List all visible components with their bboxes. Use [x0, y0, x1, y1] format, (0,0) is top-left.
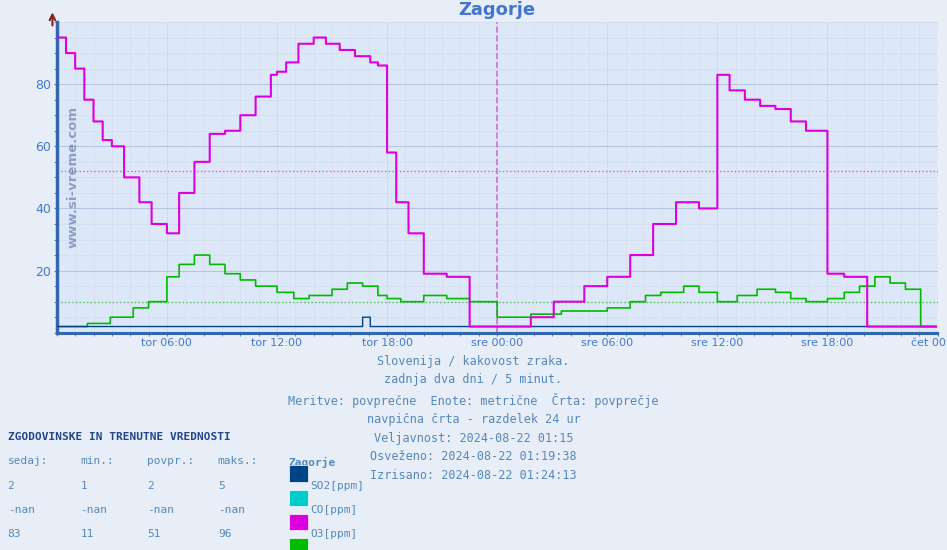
Text: 5: 5 [218, 481, 224, 491]
Text: 2: 2 [147, 481, 153, 491]
Text: 2: 2 [8, 481, 14, 491]
Text: O3[ppm]: O3[ppm] [311, 529, 358, 539]
Text: min.:: min.: [80, 456, 115, 466]
Text: CO[ppm]: CO[ppm] [311, 505, 358, 515]
Text: 83: 83 [8, 529, 21, 539]
Text: -nan: -nan [218, 505, 245, 515]
Text: -nan: -nan [8, 505, 35, 515]
Text: maks.:: maks.: [218, 456, 259, 466]
Text: 1: 1 [80, 481, 87, 491]
Text: ZGODOVINSKE IN TRENUTNE VREDNOSTI: ZGODOVINSKE IN TRENUTNE VREDNOSTI [8, 432, 230, 442]
Text: 11: 11 [80, 529, 94, 539]
Title: Zagorje: Zagorje [458, 1, 536, 19]
Text: Zagorje: Zagorje [289, 456, 336, 468]
Text: -nan: -nan [80, 505, 108, 515]
Text: Slovenija / kakovost zraka.
zadnja dva dni / 5 minut.
Meritve: povprečne  Enote:: Slovenija / kakovost zraka. zadnja dva d… [288, 355, 659, 482]
Text: povpr.:: povpr.: [147, 456, 194, 466]
Text: SO2[ppm]: SO2[ppm] [311, 481, 365, 491]
Text: 51: 51 [147, 529, 160, 539]
Text: sedaj:: sedaj: [8, 456, 48, 466]
Text: 96: 96 [218, 529, 231, 539]
Text: -nan: -nan [147, 505, 174, 515]
Text: www.si-vreme.com: www.si-vreme.com [66, 106, 80, 249]
